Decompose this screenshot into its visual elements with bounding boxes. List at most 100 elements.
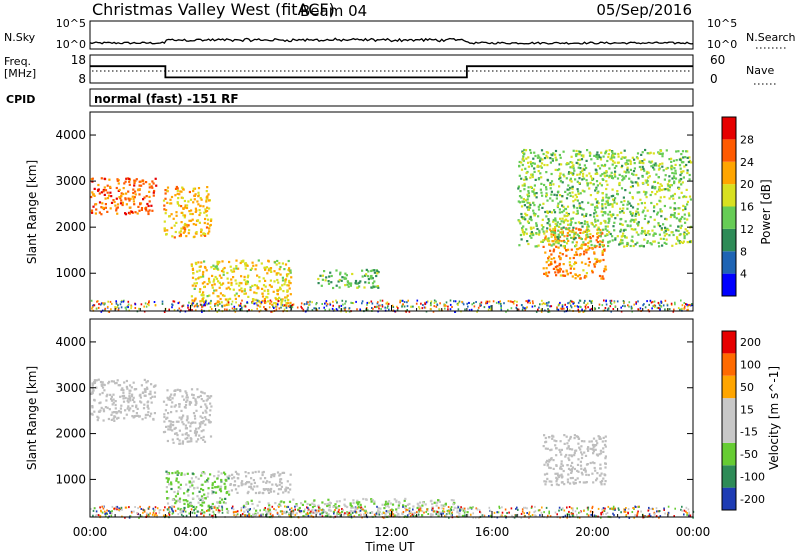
data-cell xyxy=(125,308,128,311)
data-cell xyxy=(554,238,557,241)
data-cell xyxy=(566,234,569,237)
data-cell xyxy=(653,240,656,243)
data-cell xyxy=(379,299,382,302)
data-cell xyxy=(555,274,558,277)
data-cell xyxy=(91,211,94,214)
data-cell xyxy=(612,308,615,310)
data-cell xyxy=(208,227,211,230)
data-cell xyxy=(679,167,682,170)
data-cell xyxy=(686,200,689,203)
data-cell xyxy=(424,301,426,304)
data-cell xyxy=(609,203,612,206)
data-cell xyxy=(577,153,580,156)
data-cell xyxy=(621,223,624,226)
data-cell xyxy=(383,512,385,514)
data-cell xyxy=(548,210,551,213)
data-cell xyxy=(235,308,238,311)
data-cell xyxy=(193,235,196,238)
data-cell xyxy=(632,228,635,231)
data-cell xyxy=(516,304,518,307)
data-cell xyxy=(659,237,662,240)
data-cell xyxy=(405,508,407,511)
data-cell xyxy=(212,491,215,494)
data-cell xyxy=(261,513,264,516)
data-cell xyxy=(574,221,577,225)
data-cell xyxy=(195,232,198,235)
data-cell xyxy=(284,263,288,266)
data-cell xyxy=(132,416,135,419)
data-cell xyxy=(100,510,102,513)
data-cell xyxy=(207,395,210,398)
data-cell xyxy=(572,514,575,517)
data-cell xyxy=(660,228,663,231)
data-cell xyxy=(581,213,584,216)
data-cell xyxy=(534,505,536,508)
data-cell xyxy=(613,514,615,517)
data-cell xyxy=(104,302,106,305)
data-cell xyxy=(165,209,168,212)
data-cell xyxy=(498,507,501,510)
data-cell xyxy=(614,217,617,220)
data-cell xyxy=(313,503,316,506)
data-cell xyxy=(571,161,574,164)
data-cell xyxy=(230,281,233,284)
data-cell xyxy=(520,177,523,180)
data-cell xyxy=(603,510,606,512)
data-cell xyxy=(681,241,684,244)
data-cell xyxy=(326,515,329,518)
data-cell xyxy=(555,440,558,443)
data-cell xyxy=(539,514,541,517)
data-cell xyxy=(202,294,205,297)
data-cell xyxy=(412,305,414,308)
data-cell xyxy=(540,191,543,194)
data-cell xyxy=(99,380,103,384)
data-cell xyxy=(559,274,562,277)
data-cell xyxy=(174,194,177,197)
data-cell xyxy=(625,514,628,516)
data-cell xyxy=(581,201,584,204)
data-cell xyxy=(267,510,270,513)
data-cell xyxy=(618,508,620,511)
data-cell xyxy=(206,295,209,298)
data-cell xyxy=(463,511,466,514)
data-cell xyxy=(523,188,526,191)
data-cell xyxy=(523,184,526,187)
data-cell xyxy=(323,503,327,506)
data-cell xyxy=(181,440,185,443)
data-cell xyxy=(261,295,265,298)
data-cell xyxy=(257,299,260,302)
data-cell xyxy=(328,504,331,507)
data-cell xyxy=(193,509,195,512)
data-cell xyxy=(239,304,241,307)
data-cell xyxy=(571,514,574,517)
data-cell xyxy=(225,287,228,290)
data-cell xyxy=(176,202,179,205)
data-cell xyxy=(574,305,576,308)
data-cell xyxy=(143,509,145,512)
data-cell xyxy=(191,276,195,279)
data-cell xyxy=(121,201,124,204)
data-cell xyxy=(684,221,687,224)
data-cell xyxy=(201,422,204,425)
data-cell xyxy=(232,288,235,291)
data-cell xyxy=(637,213,640,216)
data-cell xyxy=(104,406,107,409)
data-cell xyxy=(551,199,554,202)
data-cell xyxy=(678,218,681,221)
data-cell xyxy=(284,490,287,493)
data-cell xyxy=(520,168,524,171)
data-cell xyxy=(680,191,683,194)
data-cell xyxy=(248,309,250,312)
data-cell xyxy=(193,299,196,302)
data-cell xyxy=(404,505,407,508)
data-cell xyxy=(652,210,656,213)
data-cell xyxy=(274,502,277,505)
data-cell xyxy=(309,511,312,514)
data-cell xyxy=(231,505,234,508)
data-cell xyxy=(171,235,174,238)
data-cell xyxy=(667,505,670,508)
data-cell xyxy=(270,310,272,313)
data-cell xyxy=(354,510,356,513)
data-cell xyxy=(125,203,128,206)
data-cell xyxy=(663,508,665,511)
